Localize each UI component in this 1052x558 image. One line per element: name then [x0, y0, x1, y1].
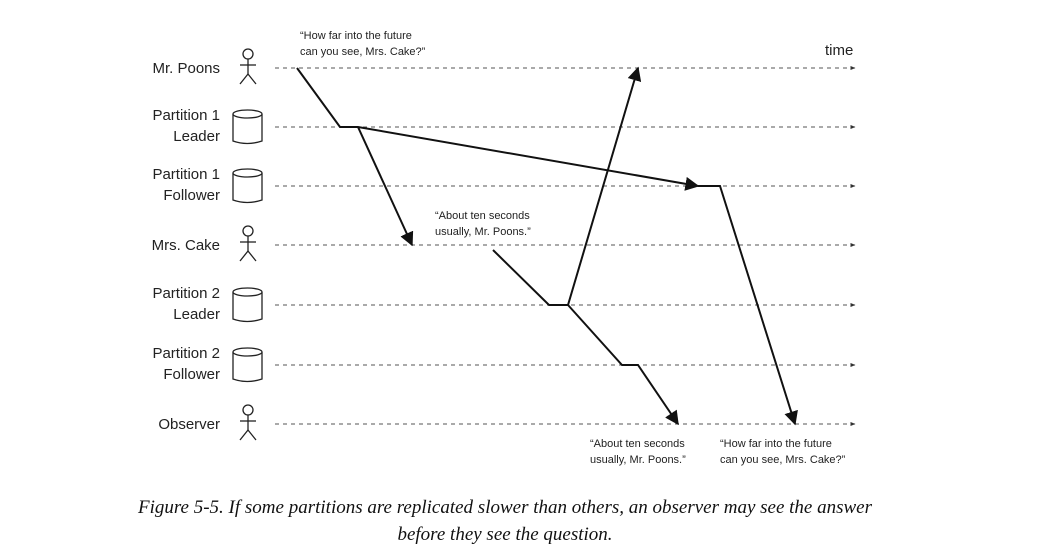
lane-label: Mr. Poons: [152, 60, 220, 77]
cylinder-top: [232, 287, 263, 297]
annotation: “About ten seconds: [590, 438, 685, 450]
annotation: “About ten seconds: [435, 210, 530, 222]
head: [242, 225, 254, 237]
legs: [239, 428, 257, 441]
annotation: usually, Mr. Poons.”: [435, 226, 531, 238]
annotation: can you see, Mrs. Cake?”: [720, 454, 846, 466]
lane-label: Partition 1: [152, 107, 220, 124]
annotation: usually, Mr. Poons.”: [590, 454, 686, 466]
cylinder: [232, 114, 263, 145]
cylinder: [232, 292, 263, 323]
database-icon: [232, 168, 263, 204]
caption-line: before they see the question.: [397, 524, 612, 545]
lane-label: Follower: [163, 366, 220, 383]
head: [242, 404, 254, 416]
lane-label: Leader: [173, 306, 220, 323]
head: [242, 48, 254, 60]
cylinder-top: [232, 109, 263, 119]
database-icon: [232, 287, 263, 323]
question-to-cake: [357, 126, 414, 247]
lane-label: Observer: [158, 416, 220, 433]
person-icon: [239, 225, 257, 262]
legs: [239, 249, 257, 262]
lane-label: Partition 2: [152, 285, 220, 302]
question-to-observer: [698, 185, 798, 426]
lane-label: Leader: [173, 128, 220, 145]
lane-label: Follower: [163, 187, 220, 204]
time-label: time: [825, 42, 853, 59]
annotation: “How far into the future: [720, 438, 832, 450]
legs: [239, 72, 257, 85]
person-icon: [239, 404, 257, 441]
cylinder: [232, 352, 263, 383]
person-icon: [239, 48, 257, 85]
lane-label: Partition 1: [152, 166, 220, 183]
cylinder: [232, 173, 263, 204]
database-icon: [232, 347, 263, 383]
cylinder-top: [232, 168, 263, 178]
answer-path: [492, 66, 642, 306]
messages: [296, 66, 798, 426]
annotations: “How far into the future can you see, Mrs…: [300, 30, 846, 466]
question-path: [296, 67, 700, 191]
caption-line: Figure 5-5. If some partitions are repli…: [137, 497, 873, 518]
lane-label: Mrs. Cake: [152, 237, 220, 254]
database-icon: [232, 109, 263, 145]
lane-label: Partition 2: [152, 345, 220, 362]
lanes: Mr. Poons Partition 1 Leader Partition 1 Fol…: [152, 48, 856, 441]
annotation: “How far into the future: [300, 30, 412, 42]
cylinder-top: [232, 347, 263, 357]
answer-to-observer: [567, 304, 679, 426]
caption: Figure 5-5. If some partitions are repli…: [137, 497, 873, 545]
annotation: can you see, Mrs. Cake?”: [300, 46, 426, 58]
